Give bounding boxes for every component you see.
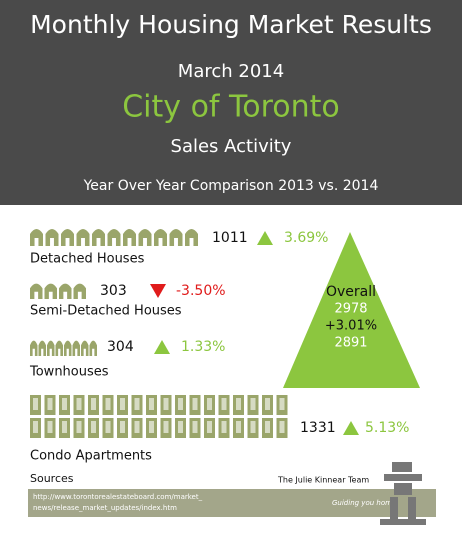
- icon: [33, 398, 38, 410]
- icon: [154, 229, 167, 246]
- icon: [250, 398, 256, 410]
- row-label: Townhouses: [29, 365, 109, 380]
- up-arrow: [257, 231, 273, 245]
- icon: [30, 283, 43, 299]
- icon: [47, 398, 53, 410]
- icon: [107, 229, 121, 246]
- icon: [192, 421, 198, 433]
- count: 303: [100, 283, 127, 299]
- icon: [89, 340, 97, 356]
- icon: [169, 229, 183, 246]
- icon: [33, 421, 38, 433]
- icon: [47, 340, 55, 356]
- logo-tagline: Guiding you home: [332, 499, 396, 507]
- icon: [178, 398, 183, 410]
- header-band: [0, 0, 462, 205]
- sources-bar: [28, 489, 326, 517]
- overall-current: 2978: [334, 302, 367, 317]
- icon: [45, 229, 59, 246]
- up-arrow: [154, 340, 170, 354]
- count: 304: [107, 339, 134, 355]
- row-label: Condo Apartments: [30, 449, 152, 464]
- up-arrow: [343, 421, 359, 435]
- icon: [265, 421, 270, 433]
- change: 5.13%: [365, 420, 409, 436]
- icon: [123, 229, 136, 246]
- icon: [279, 421, 285, 433]
- icon: [38, 340, 46, 356]
- icon: [81, 340, 89, 356]
- icon: [221, 421, 227, 433]
- icons: [30, 229, 288, 438]
- overall-previous: 2891: [334, 336, 367, 351]
- city: City of Toronto: [122, 90, 340, 125]
- source-url: http://www.torontorealestateboard.com/ma…: [33, 493, 203, 501]
- icon: [62, 421, 67, 433]
- icon: [134, 421, 140, 433]
- icon: [62, 398, 67, 410]
- overall-change: +3.01%: [325, 319, 377, 334]
- source-url: news/release_market_updates/index.htm: [33, 504, 177, 512]
- logo-name: The Julie Kinnear Team: [277, 476, 369, 485]
- icon: [76, 421, 82, 433]
- icon: [250, 421, 256, 433]
- icon: [207, 398, 212, 410]
- sources-label: Sources: [30, 472, 74, 485]
- icon: [44, 283, 57, 299]
- icon: [59, 283, 72, 299]
- icon: [61, 229, 74, 246]
- icon: [76, 398, 82, 410]
- icon: [236, 421, 241, 433]
- row-label: Detached Houses: [30, 252, 145, 267]
- icon: [47, 421, 53, 433]
- change: 3.69%: [284, 230, 328, 246]
- comparison: Year Over Year Comparison 2013 vs. 2014: [83, 178, 379, 194]
- change: 1.33%: [181, 339, 225, 355]
- icon: [185, 229, 198, 246]
- icon: [30, 229, 43, 246]
- icon: [279, 398, 285, 410]
- icon: [149, 398, 154, 410]
- icon: [120, 398, 125, 410]
- logo-bar: [326, 489, 436, 517]
- icon: [163, 421, 169, 433]
- icon: [73, 283, 86, 299]
- change: -3.50%: [176, 283, 226, 299]
- overall-label: Overall: [326, 284, 376, 300]
- row-label: Semi-Detached Houses: [30, 304, 182, 319]
- icon: [178, 421, 183, 433]
- icon: [64, 340, 72, 356]
- icon: [30, 340, 38, 356]
- icon: [76, 229, 90, 246]
- icon: [163, 398, 169, 410]
- icon: [92, 229, 105, 246]
- icon: [91, 398, 96, 410]
- title: Monthly Housing Market Results: [30, 10, 432, 39]
- icon: [192, 398, 198, 410]
- overall-triangle: [283, 232, 420, 388]
- inukshuk: [380, 462, 426, 525]
- icon: [72, 340, 80, 356]
- icon: [91, 421, 96, 433]
- icon: [236, 398, 241, 410]
- icon: [149, 421, 154, 433]
- icon: [105, 421, 111, 433]
- icon: [134, 398, 140, 410]
- count: 1331: [300, 420, 336, 436]
- icon: [207, 421, 212, 433]
- icon: [138, 229, 152, 246]
- down-arrow: [150, 284, 166, 298]
- icon: [105, 398, 111, 410]
- icon: [265, 398, 270, 410]
- count: 1011: [212, 230, 248, 246]
- date: March 2014: [178, 61, 284, 82]
- subtitle: Sales Activity: [171, 136, 292, 157]
- icon: [221, 398, 227, 410]
- icon: [120, 421, 125, 433]
- icon: [55, 340, 63, 356]
